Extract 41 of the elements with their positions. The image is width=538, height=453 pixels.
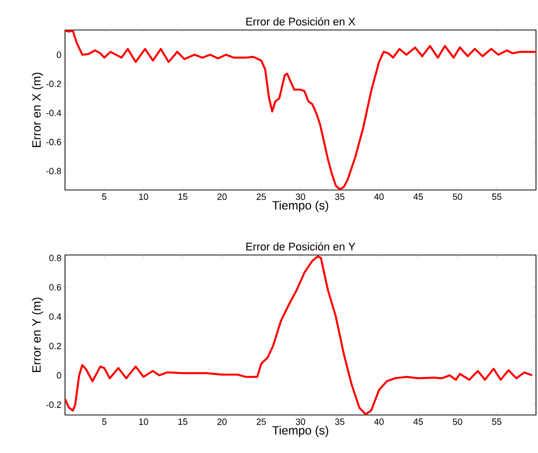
y-tick-label: 0.4 <box>49 313 62 320</box>
y-axis-title: Error en X (m) <box>32 72 44 148</box>
x-tick-label: 30 <box>296 194 306 200</box>
x-tick-label: 10 <box>139 418 148 425</box>
x-tick-label: 5 <box>102 418 106 425</box>
x-tick-label: 10 <box>139 194 148 200</box>
x-tick-label: 40 <box>374 418 384 425</box>
x-tick-label: 55 <box>492 418 502 425</box>
x-tick-label: 35 <box>335 194 344 200</box>
x-tick-label: 55 <box>492 194 502 200</box>
chart-title: Error de Posición en X <box>246 17 356 26</box>
x-tick-label: 45 <box>413 194 423 200</box>
y-tick-label: 0.2 <box>49 342 62 350</box>
x-tick-label: 35 <box>335 418 344 425</box>
x-axis-title: Tiempo (s) <box>272 200 328 212</box>
x-tick-label: 15 <box>178 418 188 425</box>
y-tick-label: -0.2 <box>46 402 62 408</box>
line-series <box>65 255 534 415</box>
x-tick-label: 20 <box>217 194 227 200</box>
x-axis-title: Tiempo (s) <box>272 426 328 437</box>
chart-title: Error de Posición en Y <box>246 242 356 250</box>
y-tick-label: -0.6 <box>46 138 62 146</box>
x-tick-label: 15 <box>178 194 188 200</box>
y-tick-label: 0 <box>56 372 62 379</box>
x-tick-label: 25 <box>256 194 266 200</box>
y-tick-label: 0 <box>56 52 62 58</box>
x-tick-label: 50 <box>452 418 462 425</box>
y-tick-label: -0.4 <box>46 110 62 116</box>
y-axis-title: Error en Y (m) <box>32 298 44 372</box>
line-series <box>65 30 536 190</box>
x-tick-label: 40 <box>374 194 384 200</box>
x-tick-label: 30 <box>296 418 306 425</box>
x-tick-label: 45 <box>413 418 423 425</box>
y-tick-label: -0.8 <box>46 168 62 174</box>
y-tick-label: -0.2 <box>46 80 62 88</box>
x-tick-label: 5 <box>102 194 106 200</box>
x-tick-label: 25 <box>256 418 266 425</box>
x-tick-label: 20 <box>217 418 227 425</box>
y-tick-label: 0.6 <box>49 284 62 290</box>
x-tick-label: 50 <box>452 194 462 200</box>
y-tick-label: 0.8 <box>49 254 62 262</box>
